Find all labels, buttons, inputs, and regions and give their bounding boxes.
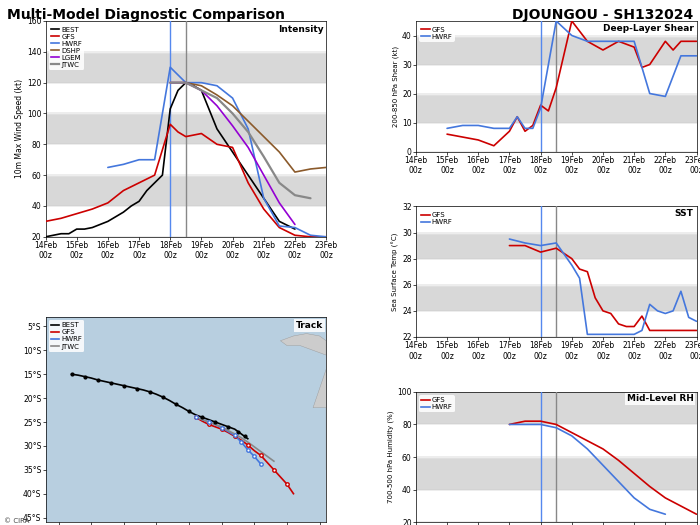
Legend: BEST, GFS, HWRF, DSHP, LGEM, JTWC: BEST, GFS, HWRF, DSHP, LGEM, JTWC — [49, 25, 85, 70]
Legend: GFS, HWRF: GFS, HWRF — [419, 25, 455, 41]
Y-axis label: 700-500 hPa Humidity (%): 700-500 hPa Humidity (%) — [388, 411, 395, 503]
Bar — [416, 206, 696, 233]
Bar — [416, 311, 696, 337]
Text: Mid-Level RH: Mid-Level RH — [626, 394, 694, 403]
Text: © CIRA: © CIRA — [4, 518, 29, 524]
Legend: BEST, GFS, HWRF, JTWC: BEST, GFS, HWRF, JTWC — [49, 320, 85, 352]
Y-axis label: Sea Surface Temp (°C): Sea Surface Temp (°C) — [392, 233, 399, 311]
Text: Deep-Layer Shear: Deep-Layer Shear — [603, 24, 694, 33]
Polygon shape — [313, 365, 411, 470]
Bar — [416, 490, 696, 522]
Y-axis label: 10m Max Wind Speed (kt): 10m Max Wind Speed (kt) — [15, 79, 24, 178]
Text: DJOUNGOU - SH132024: DJOUNGOU - SH132024 — [512, 8, 693, 22]
Legend: GFS, HWRF: GFS, HWRF — [419, 395, 455, 413]
Bar — [416, 122, 696, 152]
Text: Intensity: Intensity — [278, 25, 323, 34]
Bar — [46, 144, 326, 175]
Bar — [416, 21, 696, 36]
Polygon shape — [281, 333, 326, 355]
Text: SST: SST — [675, 209, 694, 218]
Bar — [46, 21, 326, 52]
Legend: GFS, HWRF: GFS, HWRF — [419, 210, 455, 227]
Bar — [416, 65, 696, 93]
Y-axis label: 200-850 hPa Shear (kt): 200-850 hPa Shear (kt) — [393, 46, 399, 127]
Bar — [46, 82, 326, 113]
Bar — [416, 424, 696, 457]
Bar — [46, 206, 326, 237]
Text: Track: Track — [296, 321, 323, 330]
Bar — [416, 259, 696, 285]
Text: Multi-Model Diagnostic Comparison: Multi-Model Diagnostic Comparison — [7, 8, 285, 22]
